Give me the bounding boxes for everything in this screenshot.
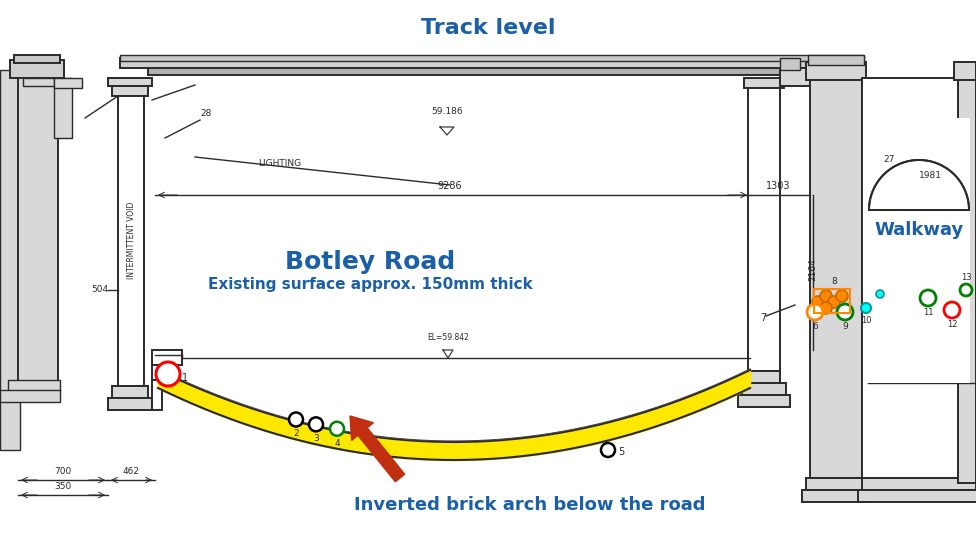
Text: 11: 11 [922,308,933,317]
Circle shape [812,296,824,308]
Bar [54,78,82,88]
Text: 27: 27 [883,155,895,165]
Text: 2164: 2164 [808,259,818,282]
Bar [958,78,976,483]
Circle shape [820,302,832,314]
Text: LIGHTING: LIGHTING [259,159,302,168]
Circle shape [820,290,832,302]
Text: 1: 1 [182,373,188,383]
Bar [806,478,866,490]
Text: 8: 8 [832,277,836,286]
Text: 462: 462 [123,467,140,476]
Bar [8,380,60,392]
Text: 350: 350 [55,482,71,491]
Bar [0,390,60,402]
Bar [152,350,182,365]
Bar [18,70,58,390]
Circle shape [920,290,936,306]
FancyArrow shape [350,416,405,482]
Text: EL=59.842: EL=59.842 [427,333,468,342]
Bar [748,86,780,371]
Text: 1981: 1981 [918,171,942,180]
Bar [152,365,170,380]
Text: 5: 5 [618,447,625,457]
Bar [120,58,830,68]
Bar [14,55,60,63]
Text: 504: 504 [92,285,108,294]
Bar [744,78,784,88]
Circle shape [837,304,853,320]
Bar [152,380,162,410]
Bar [802,490,870,502]
Text: 2: 2 [293,429,299,439]
Bar [738,395,790,407]
Circle shape [309,417,323,432]
Circle shape [289,412,303,427]
Text: 13: 13 [960,273,971,282]
Bar [0,70,20,450]
Text: Track level: Track level [421,18,555,38]
Circle shape [836,290,848,302]
Text: Inverted brick arch below the road: Inverted brick arch below the road [354,496,706,514]
Text: 12: 12 [947,320,957,329]
Text: 9: 9 [842,322,848,331]
Bar [118,96,144,386]
Bar [108,398,152,410]
Text: 700: 700 [55,467,71,476]
Circle shape [156,362,180,386]
Bar [862,478,976,490]
Bar [808,55,864,65]
Bar [780,58,800,70]
Text: 3: 3 [313,434,319,444]
Text: INTERMITTENT VOID: INTERMITTENT VOID [127,201,136,279]
Text: 4: 4 [334,439,340,448]
Bar [814,289,850,313]
Circle shape [807,304,823,320]
Bar [148,68,810,75]
Bar [23,78,55,86]
Bar [810,78,862,478]
Bar [862,78,976,478]
Text: 7: 7 [760,313,766,323]
Circle shape [876,290,884,298]
Text: Existing surface approx. 150mm thick: Existing surface approx. 150mm thick [208,277,532,293]
Bar [868,118,970,383]
Circle shape [861,303,871,313]
Text: 9286: 9286 [437,181,463,191]
Circle shape [960,284,972,296]
Bar [108,78,152,86]
Circle shape [330,422,344,436]
Text: 59.186: 59.186 [431,107,463,116]
Text: 6: 6 [812,322,818,331]
Text: 1303: 1303 [766,181,791,191]
Circle shape [944,302,960,318]
Bar [954,62,976,80]
Bar [112,386,148,398]
Bar [10,60,64,78]
Text: Walkway: Walkway [874,221,963,239]
Bar [780,68,810,86]
Bar [742,383,786,395]
Circle shape [828,296,840,308]
Bar [120,55,864,61]
Text: 10: 10 [861,316,872,325]
Bar [806,62,866,80]
Bar [748,371,780,383]
Bar [54,78,72,138]
Text: Botley Road: Botley Road [285,250,455,274]
Bar [858,490,976,502]
Text: 28: 28 [200,109,212,118]
Bar [112,86,148,96]
Polygon shape [869,160,969,210]
Circle shape [601,443,615,457]
